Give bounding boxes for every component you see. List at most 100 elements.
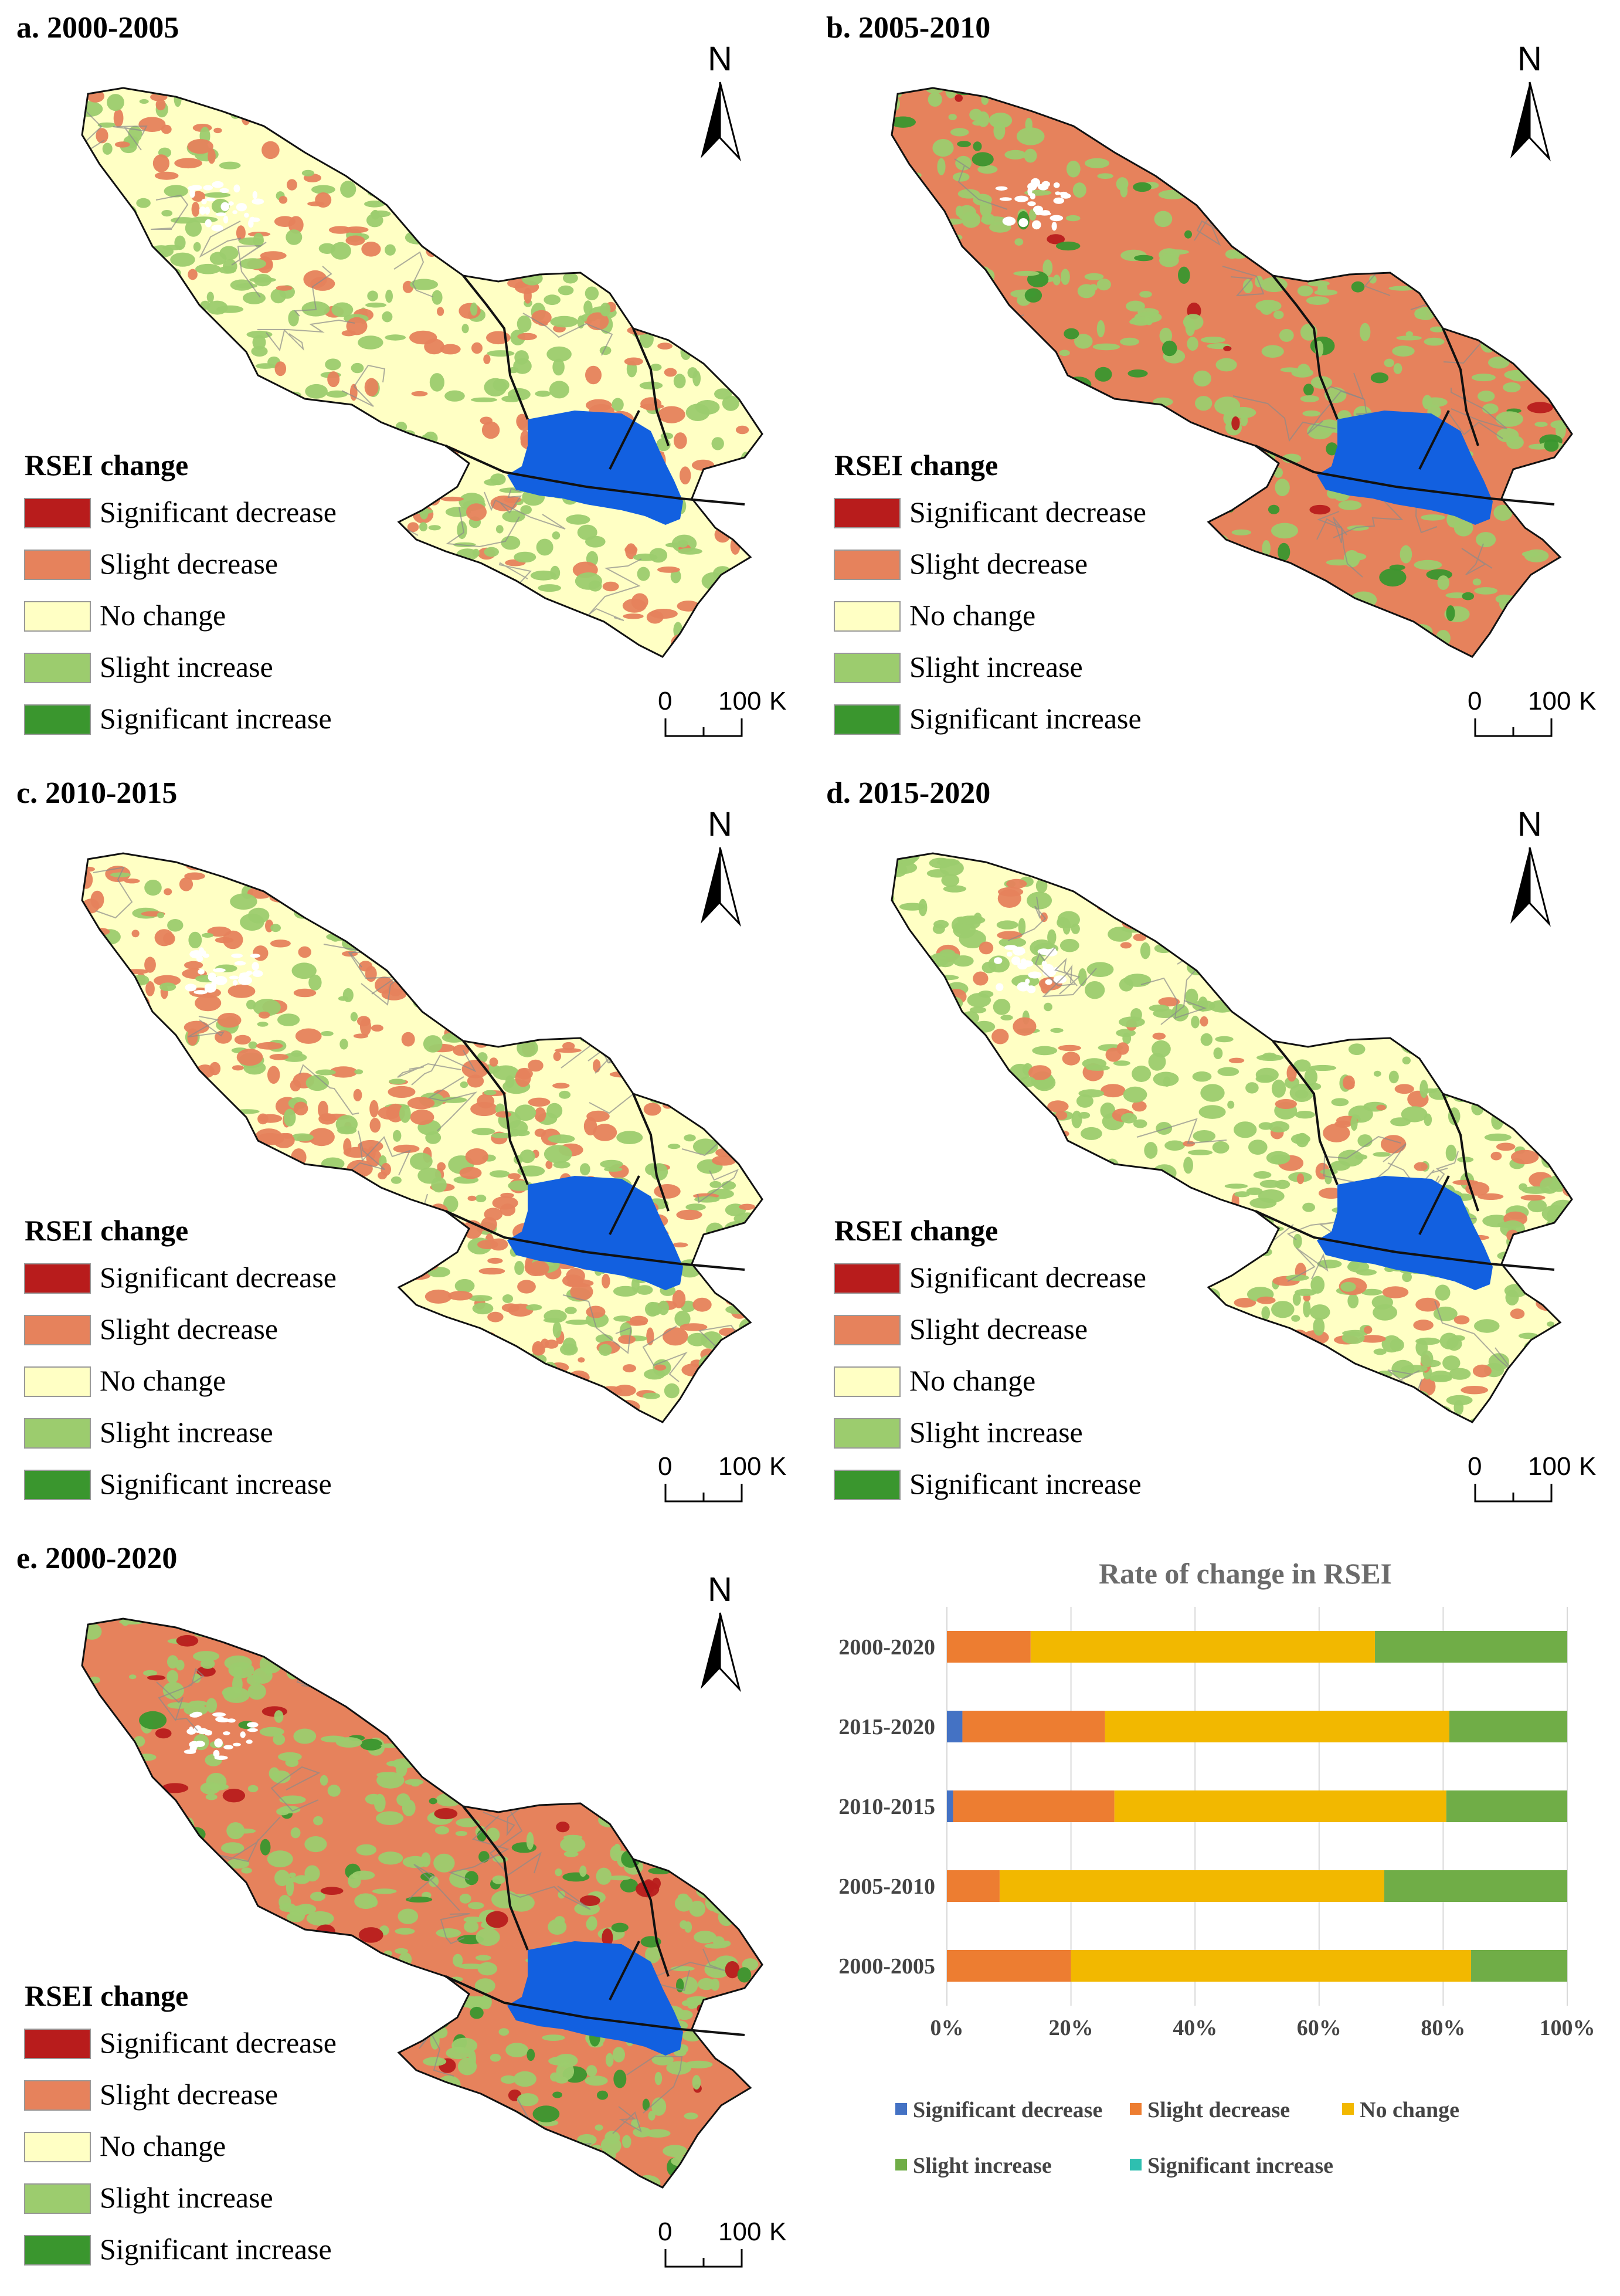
legend-swatch	[834, 498, 901, 528]
district-boundary	[1255, 445, 1555, 506]
district-boundary	[462, 1805, 529, 1951]
lake	[507, 1941, 683, 2056]
legend-swatch	[24, 2183, 91, 2214]
legend-swatch	[24, 2132, 91, 2162]
scale-start: 0	[658, 687, 672, 715]
scale-unit: K	[1579, 687, 1596, 715]
legend-label: No change	[100, 599, 226, 632]
legend-label: Slight decrease	[100, 1313, 278, 1345]
basin-area	[892, 88, 1572, 657]
rsei-rate-chart: Rate of change in RSEI 0% 20% 40% 60% 80% 100%…	[838, 1557, 1595, 2178]
y-tick-label: 2010-2015	[838, 1795, 935, 1819]
north-letter: N	[708, 1571, 732, 1609]
legend-title: RSEI change	[25, 449, 188, 481]
chart-legend-label: Significant increase	[1147, 2153, 1333, 2178]
legend-label: Significant increase	[909, 702, 1142, 735]
bar-segment	[1030, 1631, 1376, 1663]
scale-end: 100	[1528, 1452, 1571, 1481]
legend-label: Slight increase	[909, 1416, 1083, 1449]
bar-segment	[1446, 1790, 1567, 1822]
legend-swatch	[834, 1315, 901, 1345]
north-letter: N	[708, 40, 732, 78]
legend-label: No change	[909, 1364, 1035, 1397]
legend-label: Slight decrease	[100, 547, 278, 580]
map-a: N RSEI change Significant decrease Slight d…	[24, 40, 786, 737]
legend-swatch	[834, 704, 901, 735]
bar-segment	[1449, 1711, 1567, 1742]
map-panel-a: N RSEI change Significant decrease Slight d…	[0, 0, 810, 765]
chart-legend-swatch	[1342, 2103, 1354, 2115]
chart-title: Rate of change in RSEI	[1099, 1557, 1392, 1590]
legend-label: Significant decrease	[100, 2026, 337, 2059]
basin-outline	[81, 852, 763, 1423]
panel-title-d: d. 2015-2020	[826, 776, 991, 810]
chart-legend-swatch	[1130, 2159, 1142, 2170]
lake	[1317, 1176, 1493, 1290]
scale-bar: 0 100 K	[1468, 1452, 1596, 1503]
legend: RSEI change Significant decrease Slight de…	[24, 1214, 337, 1500]
panel-title-a: a. 2000-2005	[16, 11, 179, 45]
scale-unit: K	[769, 687, 786, 715]
bar-segment	[947, 1870, 1000, 1902]
district-boundary	[445, 1975, 745, 2036]
basin-area	[82, 88, 762, 657]
north-arrow-icon: N	[701, 805, 741, 927]
district-boundary	[462, 1040, 529, 1185]
legend-label: No change	[100, 2129, 226, 2162]
district-boundary	[609, 1941, 640, 2000]
scale-unit: K	[769, 2217, 786, 2246]
bar-segment	[962, 1711, 1105, 1742]
legend-swatch	[24, 1418, 91, 1449]
north-arrow-icon: N	[1510, 40, 1551, 162]
scale-end: 100	[718, 687, 761, 715]
legend-swatch	[24, 653, 91, 683]
legend-label: Significant increase	[100, 1467, 332, 1500]
scale-end: 100	[1528, 687, 1571, 715]
map-c: N RSEI change Significant decrease Slight d…	[24, 805, 786, 1503]
basin-outline	[891, 87, 1573, 658]
legend-swatch	[24, 2029, 91, 2059]
legend-swatch	[24, 1366, 91, 1397]
district-boundary	[445, 445, 745, 506]
basin-outline	[81, 87, 763, 658]
x-tick-label: 60%	[1297, 2016, 1341, 2040]
x-tick-label: 20%	[1049, 2016, 1093, 2040]
district-boundary	[1272, 274, 1339, 420]
panel-title-b: b. 2005-2010	[826, 11, 991, 45]
legend: RSEI change Significant decrease Slight de…	[24, 449, 337, 735]
legend-swatch	[834, 1470, 901, 1500]
north-letter: N	[1517, 805, 1542, 843]
legend-title: RSEI change	[25, 1979, 188, 2012]
chart-legend-label: Slight decrease	[1147, 2098, 1290, 2122]
y-tick-label: 2000-2005	[838, 1954, 935, 1979]
legend: RSEI change Significant decrease Slight de…	[24, 1979, 337, 2266]
legend-swatch	[24, 1315, 91, 1345]
scale-start: 0	[1468, 1452, 1482, 1481]
x-tick-label: 0%	[930, 2016, 964, 2040]
panel-title-e: e. 2000-2020	[16, 1542, 178, 1575]
lake	[507, 411, 683, 525]
map-d: N RSEI change Significant decrease Slight d…	[834, 805, 1596, 1503]
legend-swatch	[834, 1263, 901, 1294]
basin-outline	[81, 1617, 763, 2189]
legend-swatch	[24, 550, 91, 580]
north-arrow-icon: N	[701, 1571, 741, 1693]
legend-label: Slight increase	[100, 2181, 273, 2214]
legend-swatch	[834, 550, 901, 580]
x-tick-label: 40%	[1173, 2016, 1217, 2040]
legend: RSEI change Significant decrease Slight de…	[834, 1214, 1146, 1500]
legend-swatch	[834, 1366, 901, 1397]
legend-label: No change	[100, 1364, 226, 1397]
bar-segment	[953, 1790, 1115, 1822]
scale-end: 100	[718, 1452, 761, 1481]
scale-bar: 0 100 K	[658, 2217, 786, 2268]
bar-segment	[999, 1870, 1384, 1902]
bar-segment	[1105, 1711, 1449, 1742]
x-tick-label: 80%	[1421, 2016, 1465, 2040]
legend-swatch	[24, 1263, 91, 1294]
bar-segment	[1114, 1790, 1446, 1822]
legend-label: Significant decrease	[100, 1261, 337, 1294]
district-boundary	[1442, 1093, 1479, 1212]
district-boundary	[632, 1093, 670, 1212]
legend-swatch	[24, 2080, 91, 2111]
